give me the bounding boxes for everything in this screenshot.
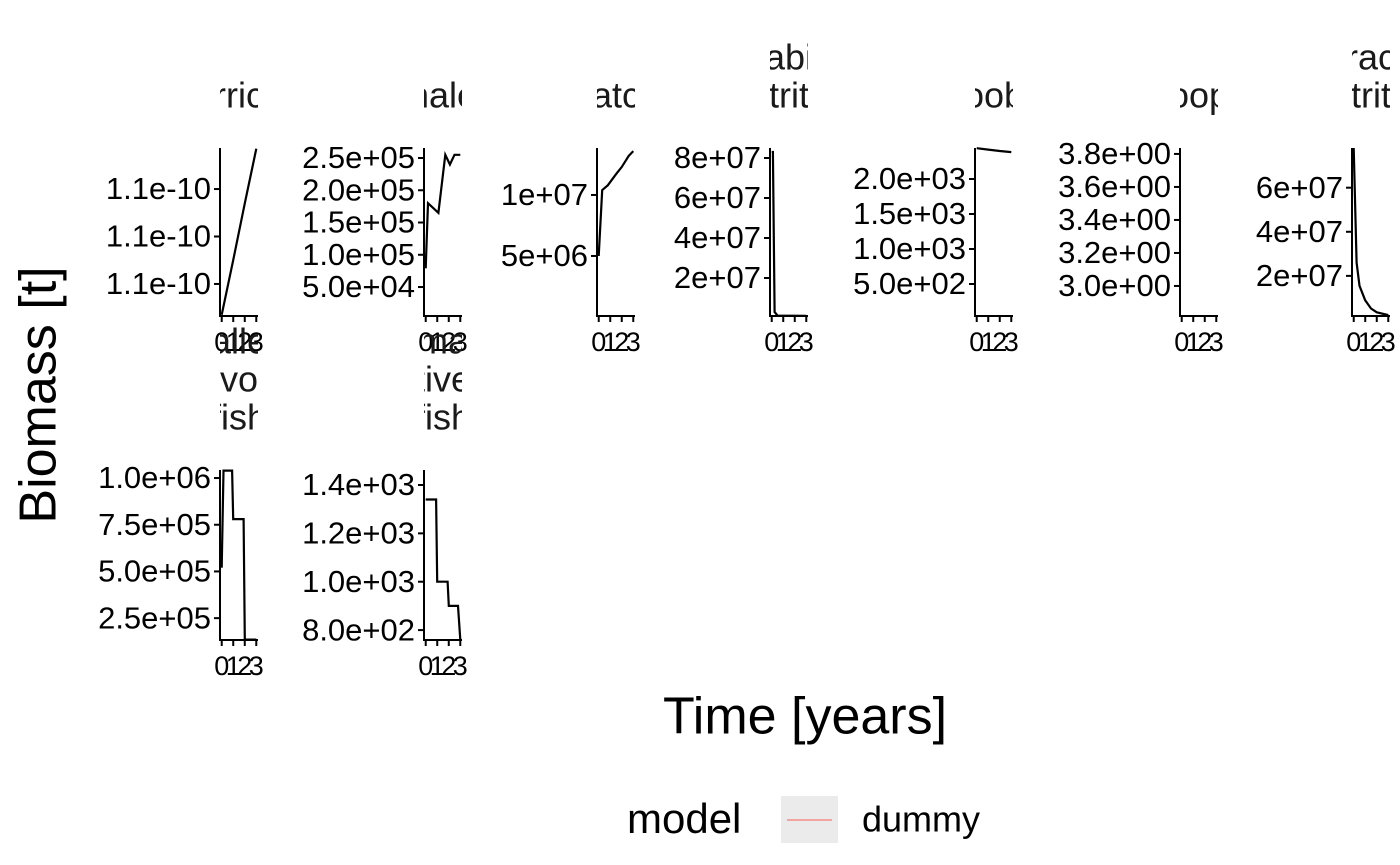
x-tick-label: 2 [237, 327, 252, 357]
strip-title: fish [415, 397, 471, 438]
strip-title: alle [211, 321, 267, 362]
x-tick-label: 2 [441, 327, 456, 357]
y-tick-label: 2.5e+05 [302, 140, 415, 175]
x-tick-label: 2 [787, 327, 802, 357]
x-tick-label: 0 [418, 327, 433, 357]
y-axis-label: Biomass [t] [10, 266, 68, 523]
x-tick-label: 3 [1209, 327, 1224, 357]
legend-label: dummy [862, 799, 980, 840]
series-line [220, 148, 258, 316]
x-tick-label: 1 [1358, 327, 1373, 357]
x-tick-label: 0 [969, 327, 984, 357]
series-line [220, 469, 257, 641]
y-tick-label: 2.0e+05 [302, 172, 415, 207]
x-tick-label: 0 [214, 651, 229, 681]
y-tick-label: 1.4e+03 [302, 467, 415, 502]
y-tick-label: 1.5e+05 [302, 205, 415, 240]
series-line [424, 150, 461, 269]
y-tick-label: 1.0e+03 [853, 231, 966, 266]
x-tick-label: 1 [776, 327, 791, 357]
strip-title: rric [214, 75, 264, 116]
y-tick-label: 1.0e+06 [98, 460, 211, 495]
y-tick-label: 2.5e+05 [98, 600, 211, 635]
x-tick-label: 2 [1369, 327, 1384, 357]
strip-title: abi [765, 37, 813, 78]
x-tick-label: 2 [1197, 327, 1212, 357]
x-tick-label: 0 [591, 327, 606, 357]
y-tick-label: 2e+07 [674, 260, 761, 295]
y-tick-label: 7.5e+05 [98, 507, 211, 542]
x-tick-label: 1 [981, 327, 996, 357]
strip-title: vo [220, 359, 258, 400]
x-tick-label: 2 [614, 327, 629, 357]
y-tick-label: 1.0e+03 [302, 564, 415, 599]
strip-title: oop [1169, 75, 1229, 116]
x-tick-label: 2 [992, 327, 1007, 357]
y-tick-label: 8e+07 [674, 140, 761, 175]
x-tick-label: 0 [1174, 327, 1189, 357]
strip-title: trit [769, 75, 809, 116]
x-tick-label: 3 [453, 327, 468, 357]
strip-title: rac [1346, 37, 1396, 78]
x-tick-label: 2 [441, 651, 456, 681]
x-tick-label: 0 [418, 651, 433, 681]
y-tick-label: 2e+07 [1256, 258, 1343, 293]
y-tick-label: 1.5e+03 [853, 196, 966, 231]
strip-title: hale [409, 75, 477, 116]
series-line [425, 498, 462, 640]
y-tick-label: 8.0e+02 [302, 612, 415, 647]
x-tick-label: 0 [764, 327, 779, 357]
y-tick-label: 3.8e+00 [1058, 136, 1171, 171]
x-tick-label: 3 [1004, 327, 1019, 357]
y-tick-label: 2.0e+03 [853, 161, 966, 196]
y-tick-label: 1.0e+05 [302, 237, 415, 272]
y-tick-label: 1.2e+03 [302, 516, 415, 551]
x-tick-label: 0 [1346, 327, 1361, 357]
strip-title: oob [964, 75, 1024, 116]
strip-title: atc [592, 75, 640, 116]
x-tick-label: 3 [799, 327, 814, 357]
y-tick-label: 1.1e-10 [106, 266, 211, 301]
y-tick-label: 1.1e-10 [106, 171, 211, 206]
strip-title: tive [415, 359, 471, 400]
strip-title: ma [418, 321, 469, 362]
x-tick-label: 1 [430, 327, 445, 357]
y-tick-label: 4e+07 [674, 220, 761, 255]
x-tick-label: 1 [226, 651, 241, 681]
strip-title: trit [1351, 75, 1391, 116]
series-line [597, 150, 635, 257]
y-tick-label: 1.1e-10 [106, 219, 211, 254]
series-line [771, 150, 807, 317]
y-tick-label: 3.2e+00 [1058, 235, 1171, 270]
x-tick-label: 2 [237, 651, 252, 681]
y-tick-label: 3.4e+00 [1058, 202, 1171, 237]
y-tick-label: 4e+07 [1256, 214, 1343, 249]
x-tick-label: 1 [226, 327, 241, 357]
x-tick-label: 3 [249, 651, 264, 681]
x-tick-label: 0 [214, 327, 229, 357]
y-tick-label: 3.0e+00 [1058, 268, 1171, 303]
y-tick-label: 6e+07 [1256, 170, 1343, 205]
y-tick-label: 1e+07 [501, 177, 588, 212]
y-tick-label: 5e+06 [501, 238, 588, 273]
x-tick-label: 1 [603, 327, 618, 357]
y-tick-label: 3.6e+00 [1058, 169, 1171, 204]
x-tick-label: 3 [1381, 327, 1396, 357]
strip-title: fish [211, 397, 267, 438]
series-line [1352, 147, 1389, 317]
x-axis-label: Time [years] [663, 688, 947, 746]
x-tick-label: 3 [626, 327, 641, 357]
y-tick-label: 5.0e+02 [853, 266, 966, 301]
y-tick-label: 6e+07 [674, 180, 761, 215]
y-tick-label: 5.0e+04 [302, 269, 415, 304]
y-tick-label: 5.0e+05 [98, 554, 211, 589]
x-tick-label: 1 [1186, 327, 1201, 357]
x-tick-label: 3 [453, 651, 468, 681]
legend-title: model [627, 795, 741, 842]
x-tick-label: 3 [249, 327, 264, 357]
x-tick-label: 1 [430, 651, 445, 681]
series-line [976, 147, 1012, 154]
